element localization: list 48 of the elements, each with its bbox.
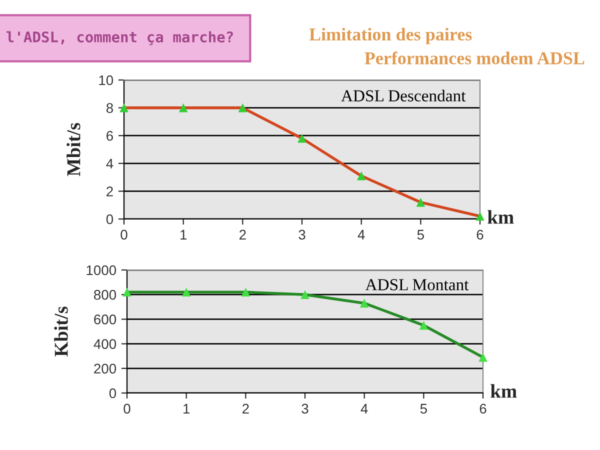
point [122,288,132,297]
x-tick-label: 2 [242,404,249,414]
point [238,103,248,112]
x-tick-label: 5 [417,230,424,240]
point [356,172,366,180]
x-tick-label: 4 [358,230,365,240]
point [178,103,188,112]
annotation: ADSL Montant [365,279,469,290]
x-tick-label: 0 [124,404,130,414]
x-tick-label: 6 [476,230,484,240]
y-axis-title: Mbit/s [66,122,80,176]
x-axis-title: km [490,384,517,398]
point [360,298,369,308]
y-tick-label: 10 [99,75,114,86]
point [120,103,128,112]
x-tick-label: 4 [360,404,368,414]
x-tick-label: 1 [184,404,190,414]
y-tick-label: 1000 [86,265,116,276]
y-tick-label: 6 [106,130,113,141]
y-tick-label: 4 [106,158,114,168]
y-tick-label: 2 [106,186,113,196]
chart-subtitle: Limitation des paires Performances modem ADSL [309,28,584,64]
x-tick-label: 1 [180,230,187,240]
point [300,290,310,299]
y-tick-label: 200 [94,364,116,374]
point [416,198,426,207]
point [476,212,484,221]
y-tick-label: 800 [94,290,116,300]
y-tick-label: 0 [106,214,114,224]
x-tick-label: 3 [298,230,306,240]
y-tick-label: 600 [94,314,116,324]
x-tick-label: 3 [302,404,308,414]
x-tick-label: 5 [420,404,427,414]
y-tick-label: 8 [106,103,113,113]
x-tick-label: 2 [240,230,246,240]
y-axis-title: Kbit/s [54,306,68,357]
y-tick-label: 400 [94,339,116,349]
point [241,288,250,297]
point [298,134,306,143]
x-tick-label: 0 [120,230,128,240]
x-axis-title: km [488,210,514,224]
y-tick-label: 0 [109,388,116,398]
point [182,288,191,297]
point [478,352,488,362]
annotation: ADSL Descendant [341,90,466,102]
chart-title: l'ADSL, comment ça marche? [6,31,233,46]
point [419,320,428,330]
x-tick-label: 6 [480,404,486,414]
